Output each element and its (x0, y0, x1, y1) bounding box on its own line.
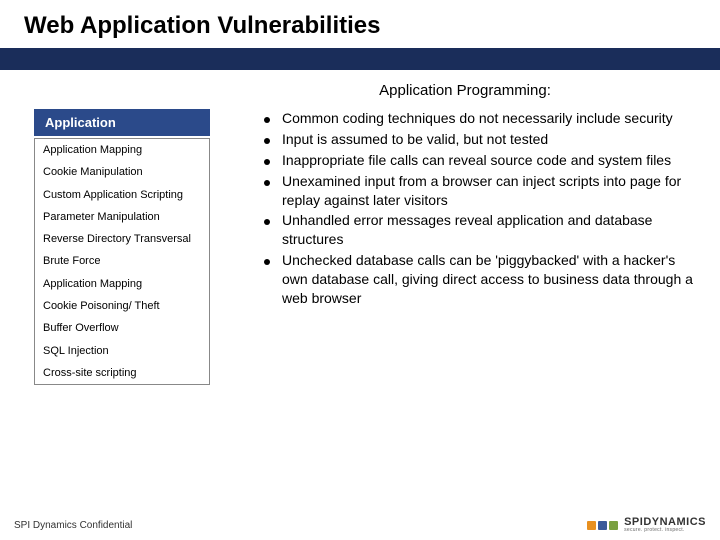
logo-tagline: secure. protect. inspect. (624, 528, 706, 533)
bullet-text: Inappropriate file calls can reveal sour… (282, 151, 671, 170)
sidebar-item: Application Mapping (35, 273, 209, 295)
sidebar-item: Custom Application Scripting (35, 184, 209, 206)
sidebar-item: SQL Injection (35, 340, 209, 362)
bullet-icon (264, 138, 270, 144)
sidebar-item: Buffer Overflow (35, 317, 209, 339)
bullet-item: Unhandled error messages reveal applicat… (264, 211, 696, 249)
sidebar-item: Application Mapping (35, 139, 209, 161)
sidebar-item: Cookie Manipulation (35, 161, 209, 183)
sidebar-item: Brute Force (35, 250, 209, 272)
footer: SPI Dynamics Confidential SPIDYNAMICS se… (0, 514, 720, 540)
bullet-icon (264, 117, 270, 123)
logo-square-icon (609, 521, 618, 530)
bullet-icon (264, 159, 270, 165)
sidebar-list: Application MappingCookie ManipulationCu… (34, 138, 210, 385)
logo-square-icon (587, 521, 596, 530)
logo-square-icon (598, 521, 607, 530)
bullet-icon (264, 219, 270, 225)
sidebar-item: Parameter Manipulation (35, 206, 209, 228)
bullet-icon (264, 259, 270, 265)
bullet-list: Common coding techniques do not necessar… (264, 109, 696, 385)
bullet-text: Unexamined input from a browser can inje… (282, 172, 696, 210)
logo-text: SPIDYNAMICS secure. protect. inspect. (624, 517, 706, 533)
sidebar-item: Cookie Poisoning/ Theft (35, 295, 209, 317)
bullet-text: Unchecked database calls can be 'piggyba… (282, 251, 696, 308)
slide-title: Web Application Vulnerabilities (0, 0, 720, 48)
bullet-item: Unexamined input from a browser can inje… (264, 172, 696, 210)
bullet-item: Inappropriate file calls can reveal sour… (264, 151, 696, 170)
bullet-icon (264, 180, 270, 186)
bullet-item: Unchecked database calls can be 'piggyba… (264, 251, 696, 308)
logo-mark-icon (587, 521, 618, 530)
sidebar-item: Cross-site scripting (35, 362, 209, 384)
title-bar (0, 48, 720, 70)
bullet-text: Common coding techniques do not necessar… (282, 109, 673, 128)
bullet-text: Unhandled error messages reveal applicat… (282, 211, 696, 249)
footer-logo: SPIDYNAMICS secure. protect. inspect. (587, 517, 706, 533)
sidebar-header: Application (34, 109, 210, 136)
subtitle: Application Programming: (0, 70, 720, 109)
sidebar: Application Application MappingCookie Ma… (34, 109, 210, 385)
sidebar-item: Reverse Directory Transversal (35, 228, 209, 250)
footer-text: SPI Dynamics Confidential (14, 520, 132, 531)
content-area: Application Application MappingCookie Ma… (0, 109, 720, 385)
bullet-item: Input is assumed to be valid, but not te… (264, 130, 696, 149)
bullet-text: Input is assumed to be valid, but not te… (282, 130, 548, 149)
bullet-item: Common coding techniques do not necessar… (264, 109, 696, 128)
